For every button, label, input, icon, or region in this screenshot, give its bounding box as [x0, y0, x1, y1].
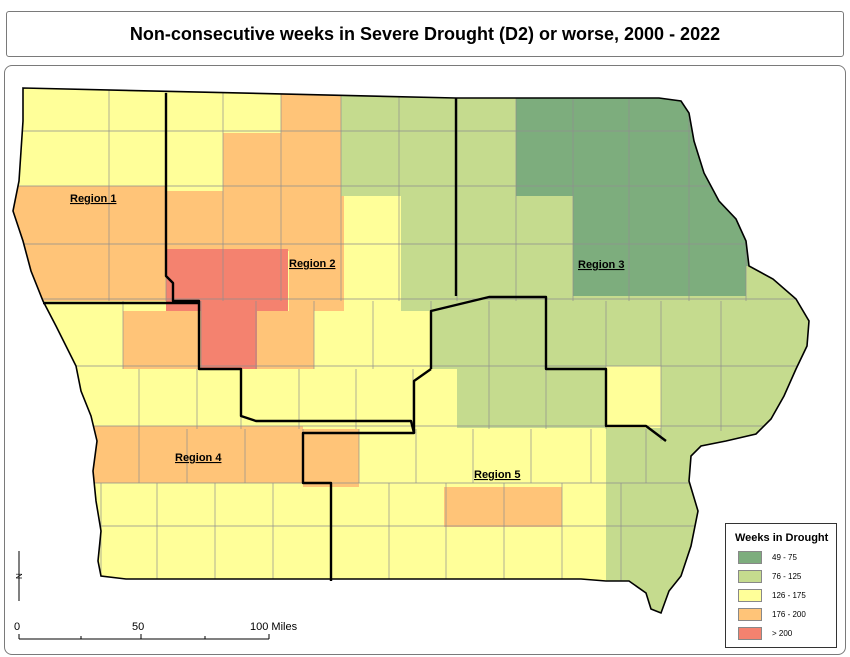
county-fill-layer [13, 88, 809, 613]
county-fill [201, 309, 257, 369]
county-fill [223, 133, 281, 191]
legend-swatch [738, 570, 762, 583]
legend-label: 76 - 125 [772, 572, 802, 581]
scale-bar [18, 634, 270, 640]
legend-label: 126 - 175 [772, 591, 806, 600]
county-fill [256, 311, 314, 369]
region-1-label: Region 1 [70, 193, 116, 205]
scale-label-0: 0 [14, 621, 21, 633]
county-fill [573, 196, 809, 296]
legend-item: 76 - 125 [738, 570, 801, 583]
legend-item: 176 - 200 [738, 608, 806, 621]
map-title: Non-consecutive weeks in Severe Drought … [129, 23, 721, 44]
legend-label: > 200 [772, 629, 793, 638]
county-fill [13, 186, 166, 301]
legend-label: 176 - 200 [772, 610, 806, 619]
region-3-label: Region 3 [578, 259, 624, 271]
legend-swatch [738, 551, 762, 564]
legend-swatch [738, 627, 762, 640]
north-arrow-label: N [15, 573, 24, 579]
legend-title: Weeks in Drought [735, 532, 829, 544]
county-fill [166, 191, 344, 251]
legend-swatch [738, 589, 762, 602]
county-fill [606, 366, 661, 428]
legend-item: 49 - 75 [738, 551, 797, 564]
county-fill [516, 96, 809, 196]
region-boundaries [43, 93, 667, 581]
county-fill [289, 251, 344, 311]
county-fill [123, 311, 201, 369]
legend: Weeks in Drought 49 - 75 76 - 125 126 - … [725, 523, 837, 648]
county-fill [661, 366, 809, 436]
region-2-label: Region 2 [289, 258, 335, 270]
county-fill [81, 426, 303, 483]
scale-label-100: 100 Miles [250, 621, 298, 633]
legend-item: > 200 [738, 627, 792, 640]
region-5-label: Region 5 [474, 469, 520, 481]
county-fill [444, 487, 562, 527]
state-outline [12, 87, 810, 615]
map-title-box: Non-consecutive weeks in Severe Drought … [6, 11, 844, 57]
region-4-label: Region 4 [175, 452, 222, 464]
north-arrow: N [15, 551, 24, 601]
map-frame: Region 1 Region 2 Region 3 Region 4 Regi… [4, 65, 846, 655]
legend-label: 49 - 75 [772, 553, 797, 562]
county-fill [303, 429, 359, 487]
county-fill [281, 93, 341, 191]
legend-swatch [738, 608, 762, 621]
iowa-map: Region 1 Region 2 Region 3 Region 4 Regi… [12, 87, 810, 640]
county-fill [401, 196, 457, 311]
legend-item: 126 - 175 [738, 589, 806, 602]
scale-label-50: 50 [132, 621, 145, 633]
